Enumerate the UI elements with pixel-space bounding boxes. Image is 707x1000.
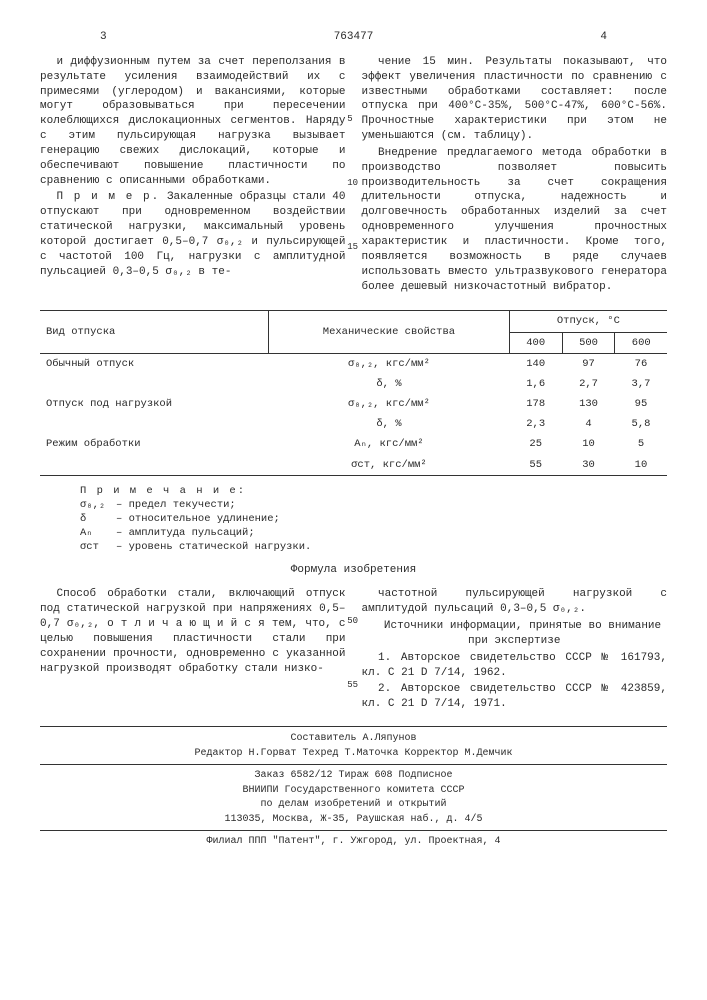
- para: П р и м е р. Закаленные образцы стали 40…: [40, 190, 346, 279]
- cell: σ₀,₂, кгс/мм²: [269, 394, 510, 414]
- source-item: 1. Авторское свидетельство СССР № 161793…: [362, 651, 668, 681]
- cell: Режим обработки: [40, 434, 269, 454]
- cell: δ, %: [269, 374, 510, 394]
- formula-columns: 50 55 Способ обработки стали, включающий…: [40, 587, 667, 714]
- cell: 10: [562, 434, 615, 454]
- right-column: чение 15 мин. Результаты показывают, что…: [362, 55, 668, 297]
- cell: Отпуск под нагрузкой: [40, 394, 269, 414]
- table-row: Отпуск под нагрузкой σ₀,₂, кгс/мм² 178 1…: [40, 394, 667, 414]
- note-text: – уровень статической нагрузки.: [116, 540, 311, 554]
- cell: 25: [509, 434, 562, 454]
- table-row: δ, % 2,3 4 5,8: [40, 414, 667, 434]
- imprint-footer: Составитель А.Ляпунов Редактор Н.Горват …: [40, 726, 667, 849]
- th-400: 400: [509, 332, 562, 353]
- footer-line: Заказ 6582/12 Тираж 608 Подписное: [40, 769, 667, 783]
- cell: δ, %: [269, 414, 510, 434]
- footer-line: Филиал ППП "Патент", г. Ужгород, ул. Про…: [40, 835, 667, 849]
- example-lead: П р и м е р.: [57, 191, 161, 203]
- body-columns: 5 10 15 и диффузионным путем за счет пер…: [40, 55, 667, 297]
- para: Внедрение предлагаемого метода обработки…: [362, 146, 668, 294]
- footer-line: 113035, Москва, Ж-35, Раушская наб., д. …: [40, 813, 667, 827]
- para: Способ обработки стали, включающий отпус…: [40, 587, 346, 676]
- patent-number: 763477: [334, 30, 374, 45]
- line-marker: 55: [347, 679, 358, 691]
- cell: 2,7: [562, 374, 615, 394]
- table-row: δ, % 1,6 2,7 3,7: [40, 374, 667, 394]
- cell: σ₀,₂, кгс/мм²: [269, 353, 510, 374]
- cell: σст, кгс/мм²: [269, 455, 510, 476]
- table-row: Режим обработки Аₙ, кгс/мм² 25 10 5: [40, 434, 667, 454]
- note-symbol: Аₙ: [80, 526, 116, 540]
- cell: [40, 455, 269, 476]
- cell: 5,8: [615, 414, 667, 434]
- cell: [40, 414, 269, 434]
- divider: [40, 764, 667, 765]
- note-text: – предел текучести;: [116, 498, 236, 512]
- page-number-right: 4: [600, 30, 607, 45]
- divider: [40, 830, 667, 831]
- page-header: 3 763477 4: [40, 30, 667, 45]
- left-column: и диффузионным путем за счет переползани…: [40, 55, 346, 297]
- para: частотной пульсирующей нагрузкой с ампли…: [362, 587, 668, 617]
- note-symbol: δ: [80, 512, 116, 526]
- source-item: 2. Авторское свидетельство СССР № 423859…: [362, 682, 668, 712]
- footer-line: Редактор Н.Горват Техред Т.Маточка Корре…: [40, 747, 667, 761]
- cell: 55: [509, 455, 562, 476]
- th-kind: Вид отпуска: [40, 311, 269, 353]
- line-marker: 10: [347, 177, 358, 189]
- cell: 1,6: [509, 374, 562, 394]
- formula-title: Формула изобретения: [40, 563, 667, 578]
- formula-left: Способ обработки стали, включающий отпус…: [40, 587, 346, 714]
- formula-right: частотной пульсирующей нагрузкой с ампли…: [362, 587, 668, 714]
- note-symbol: σ₀,₂: [80, 498, 116, 512]
- cell: 10: [615, 455, 667, 476]
- cell: 5: [615, 434, 667, 454]
- cell: 130: [562, 394, 615, 414]
- note-text: – амплитуда пульсаций;: [116, 526, 255, 540]
- note-symbol: σст: [80, 540, 116, 554]
- cell: 76: [615, 353, 667, 374]
- th-temp: Отпуск, °С: [509, 311, 667, 332]
- th-mech: Механические свойства: [269, 311, 510, 353]
- note-text: – относительное удлинение;: [116, 512, 280, 526]
- th-500: 500: [562, 332, 615, 353]
- cell: 140: [509, 353, 562, 374]
- line-marker: 15: [347, 241, 358, 253]
- cell: 4: [562, 414, 615, 434]
- th-600: 600: [615, 332, 667, 353]
- para-text: Закаленные образцы стали 40 отпускают пр…: [40, 191, 346, 277]
- sources-title: Источники информации, принятые во вниман…: [362, 619, 668, 649]
- cell: 178: [509, 394, 562, 414]
- cell: 30: [562, 455, 615, 476]
- cell: 95: [615, 394, 667, 414]
- cell: 97: [562, 353, 615, 374]
- cell: 3,7: [615, 374, 667, 394]
- para: и диффузионным путем за счет переползани…: [40, 55, 346, 189]
- para: чение 15 мин. Результаты показывают, что…: [362, 55, 668, 144]
- table-notes: П р и м е ч а н и е: σ₀,₂– предел текуче…: [80, 484, 667, 555]
- footer-line: по делам изобретений и открытий: [40, 798, 667, 812]
- footer-line: ВНИИПИ Государственного комитета СССР: [40, 784, 667, 798]
- cell: [40, 374, 269, 394]
- cell: Аₙ, кгс/мм²: [269, 434, 510, 454]
- table-row: Обычный отпуск σ₀,₂, кгс/мм² 140 97 76: [40, 353, 667, 374]
- table-row: σст, кгс/мм² 55 30 10: [40, 455, 667, 476]
- page-number-left: 3: [100, 30, 107, 45]
- footer-line: Составитель А.Ляпунов: [40, 732, 667, 746]
- cell: Обычный отпуск: [40, 353, 269, 374]
- notes-title: П р и м е ч а н и е:: [80, 484, 667, 498]
- results-table: Вид отпуска Механические свойства Отпуск…: [40, 310, 667, 475]
- line-marker: 5: [347, 113, 352, 125]
- cell: 2,3: [509, 414, 562, 434]
- line-marker: 50: [347, 615, 358, 627]
